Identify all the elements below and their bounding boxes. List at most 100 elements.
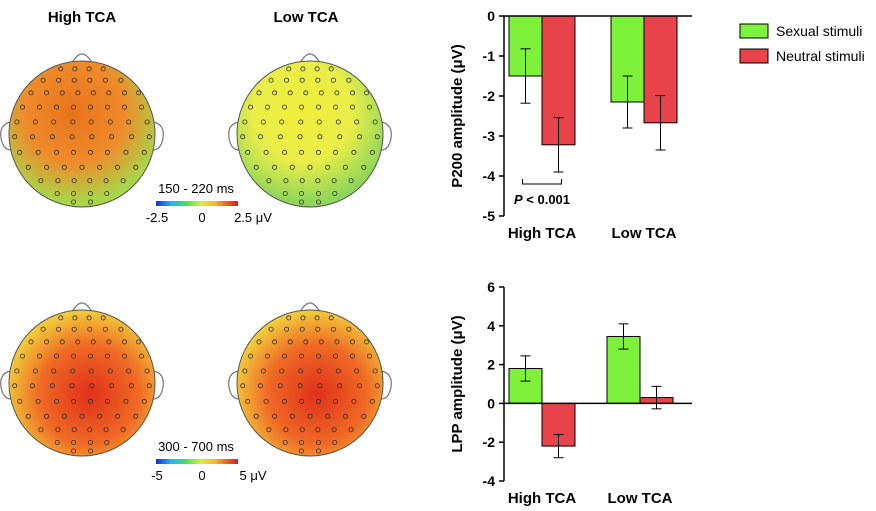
electrode-marker [14,368,20,374]
electrode-marker [37,104,43,110]
bar-chart: 0 -1 -2 -3 -4 -5 P200 amplitude (μV) High TCA Lo… [449,8,692,242]
electrode-marker [335,119,341,125]
electrode-marker [19,104,25,110]
electrode-marker [287,90,293,96]
electrode-marker [28,339,34,345]
electrode-marker [331,427,337,433]
electrode-marker [268,326,274,332]
electrode-marker [71,104,77,110]
y-axis-title: LPP amplitude (μV) [449,315,466,452]
topomap-head [228,302,392,457]
electrode-marker [315,178,321,184]
significance-value: < 0.001 [523,192,570,207]
electrode-marker [346,326,352,332]
electrode-marker [314,315,320,321]
significance-bracket: P < 0.001 [514,179,570,207]
electrode-marker [69,134,75,140]
electrode-marker [109,383,115,389]
topomap-panel: 150 - 220 ms -2.5 0 2.5 μV 300 - 700 ms -5 0 5 … [0,9,392,483]
electrode-marker [247,353,253,359]
electrode-marker [97,413,103,419]
electrode-marker [138,353,144,359]
nose-outline [71,53,93,64]
electrode-marker [349,353,355,359]
nose-outline [299,302,321,313]
electrode-marker [109,134,115,140]
color-scale-mid: 0 [198,210,205,225]
y-tick-label: -3 [483,128,496,144]
electrode-marker [266,427,272,433]
electrode-marker [38,178,44,184]
electrode-marker [144,368,150,374]
electrode-marker [346,77,352,83]
electrode-marker [49,383,55,389]
electrode-marker [242,119,248,125]
electrode-marker [12,134,18,140]
significance-p: P [514,192,523,207]
electrode-marker [90,90,96,96]
electrode-marker [75,90,81,96]
electrode-marker [72,315,78,321]
electrode-marker [247,104,253,110]
electrode-marker [298,149,304,155]
electrode-marker [75,339,81,345]
electrode-marker [334,339,340,345]
electrode-marker [281,353,287,359]
electrode-marker [51,368,57,374]
scalp-map [236,60,384,208]
electrode-marker [298,353,304,359]
electrode-marker [272,164,278,170]
electrode-marker [54,439,60,445]
electrode-marker [79,164,85,170]
electrode-marker [315,427,321,433]
electrode-marker [72,66,78,72]
electrode-marker [282,190,288,196]
electrode-marker [141,149,147,155]
electrode-marker [303,90,309,96]
electrode-marker [298,439,304,445]
electrode-marker [71,149,77,155]
electrode-marker [138,104,144,110]
electrode-marker [318,90,324,96]
legend-label: Sexual stimuli [776,23,862,39]
electrode-marker [316,368,322,374]
electrode-marker [315,104,321,110]
electrode-marker [17,149,23,155]
electrode-marker [25,164,31,170]
electrode-marker [28,90,34,96]
electrode-marker [70,119,76,125]
electrode-marker [354,119,360,125]
electrode-marker [122,104,128,110]
electrode-marker [88,398,94,404]
electrode-marker [90,339,96,345]
electrode-marker [277,383,283,389]
electrode-marker [97,164,103,170]
y-tick-label: 6 [487,279,495,295]
electrode-marker [103,427,109,433]
right-ear-outline [152,370,164,400]
color-scale-min: -2.5 [146,210,168,225]
group-title-low-tca: Low TCA [274,9,339,26]
electrode-marker [366,353,372,359]
legend-swatch [739,48,769,64]
electrode-marker [245,149,251,155]
electrode-marker [300,315,306,321]
electrode-marker [86,315,92,321]
electrode-marker [303,339,309,345]
time-window-label: 150 - 220 ms [158,181,234,196]
y-tick-label: 0 [487,395,495,411]
electrode-marker [256,90,262,96]
electrode-marker [54,190,60,196]
electrode-marker [286,315,292,321]
electrode-marker [283,427,289,433]
electrode-marker [59,339,65,345]
electrode-marker [334,90,340,96]
electrode-marker [289,164,295,170]
electrode-marker [351,398,357,404]
electrode-marker [122,353,128,359]
electrode-marker [332,353,338,359]
electrode-marker [17,398,23,404]
electrode-marker [79,413,85,419]
electrode-marker [144,119,150,125]
y-tick-label: -4 [483,168,496,184]
